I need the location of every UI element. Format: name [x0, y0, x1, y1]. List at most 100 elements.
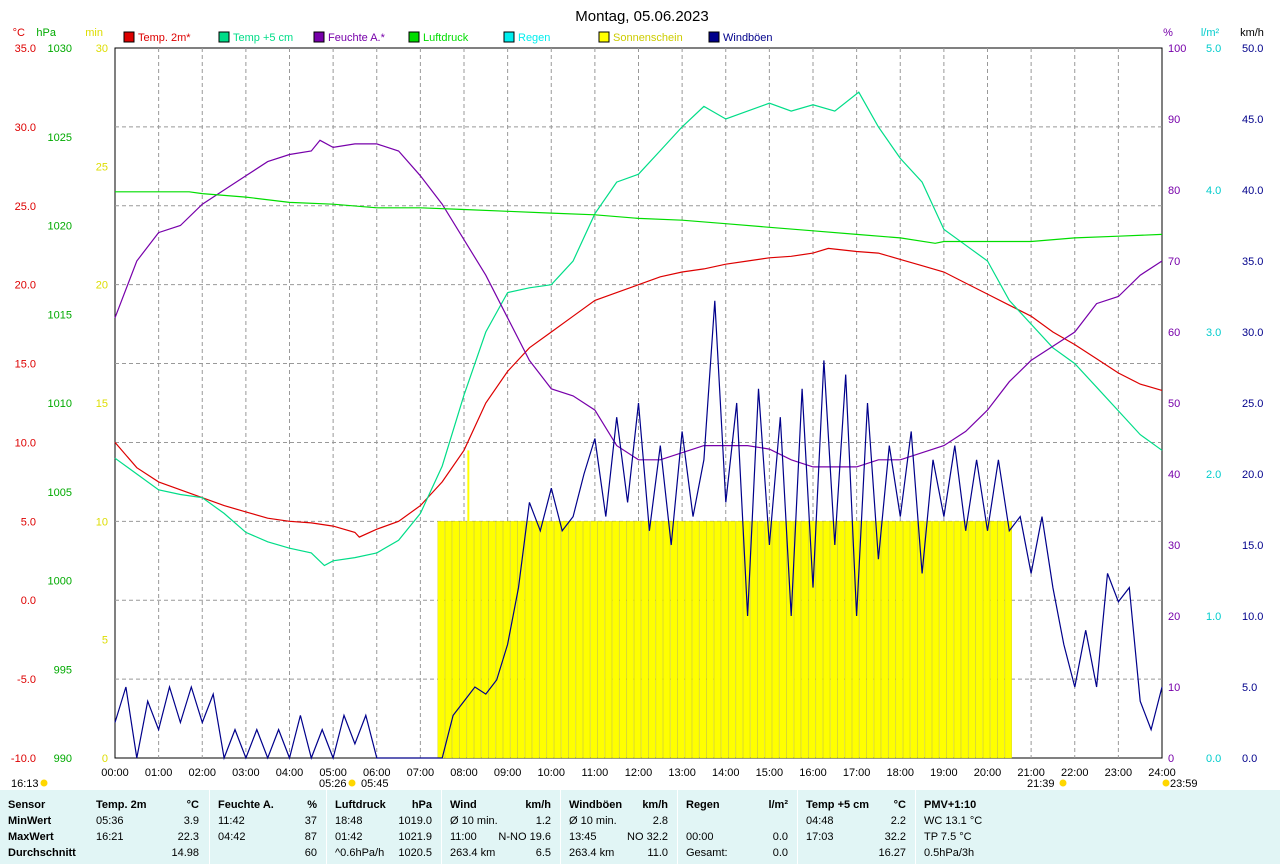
rain-axis-tick-label: 4.0 [1206, 185, 1221, 197]
x-tick-label: 12:00 [625, 767, 653, 779]
summary-col: Wind km/h Ø 10 min. 1.2 11:00 N-NO 19.6 263.4 … [441, 790, 561, 864]
sunshine-bar [953, 521, 961, 759]
sunshine-bar [481, 521, 489, 759]
summary-cell-label: 04:42 [218, 831, 246, 843]
legend-swatch [313, 31, 325, 43]
pressure-axis-tick-label: 1015 [48, 309, 72, 321]
wind-axis-tick-label: 0.0 [1242, 753, 1257, 765]
series-line-temp-5-cm [114, 91, 1163, 567]
temp-axis-tick-label: 10.0 [15, 437, 36, 449]
pressure-unit: hPa [36, 27, 56, 39]
sunshine-bar [648, 521, 656, 759]
wind-axis-tick-label: 25.0 [1242, 398, 1263, 410]
sunshine-bar [706, 521, 714, 759]
sunset-time: 21:39 [1027, 778, 1055, 790]
summary-col-title: Windböen [569, 799, 623, 811]
x-tick-label: 06:00 [363, 767, 391, 779]
sun-axis-tick-label: 25 [96, 161, 108, 173]
summary-cell-value: 60 [304, 847, 317, 859]
sunshine-bar [532, 521, 540, 759]
x-tick-label: 09:00 [494, 767, 522, 779]
summary-col-unit: km/h [642, 799, 668, 811]
summary-cell-value: 0.0 [772, 831, 788, 843]
x-tick-label: 14:00 [712, 767, 740, 779]
humidity-axis-tick-label: 60 [1168, 327, 1180, 339]
wind-axis-tick-label: 35.0 [1242, 256, 1263, 268]
x-tick-label: 22:00 [1061, 767, 1089, 779]
sunshine-bar [866, 521, 874, 759]
summary-col-unit: hPa [411, 799, 432, 811]
sunshine-bar [670, 521, 678, 759]
summary-col-title: Wind [450, 799, 477, 811]
summary-cell-label: 04:48 [806, 815, 834, 827]
pressure-axis-tick-label: 1010 [48, 398, 72, 410]
x-tick-label: 19:00 [930, 767, 958, 779]
sun-time-right: 23:59 [1170, 778, 1198, 790]
summary-row-min: MinWert [8, 815, 52, 827]
summary-cell-label: Ø 10 min. [450, 815, 498, 827]
humidity-unit: % [1163, 27, 1173, 39]
series-line-windb-en [114, 300, 1163, 761]
temp-axis-tick-label: 0.0 [21, 595, 36, 607]
summary-cell-label: Gesamt: [686, 847, 728, 859]
sunshine-bar [772, 521, 780, 759]
legend-label: Temp +5 cm [233, 32, 293, 44]
sunshine-bar [546, 521, 554, 759]
summary-cell-value: 22.3 [177, 831, 199, 843]
sunshine-bar [699, 521, 707, 759]
wind-axis-tick-label: 30.0 [1242, 327, 1263, 339]
summary-col-unit: °C [893, 799, 906, 811]
sunshine-bar [830, 521, 838, 759]
x-tick-label: 04:00 [276, 767, 304, 779]
summary-cell-value: 1.2 [535, 815, 551, 827]
x-tick-label: 15:00 [756, 767, 784, 779]
summary-cell-value: 1019.0 [398, 815, 432, 827]
summary-cell-label: ^0.6hPa/h [335, 847, 385, 859]
summary-cell-label: 16:21 [96, 831, 124, 843]
summary-col: PMV+1:10 WC 13.1 °C TP 7.5 °C 0.5hPa/3h [915, 790, 1036, 864]
sunshine-bar [437, 521, 445, 759]
x-tick-label: 05:00 [319, 767, 347, 779]
summary-table: Sensor MinWert MaxWert Durchschnitt Temp… [0, 790, 1280, 864]
sunshine-bar [452, 521, 460, 759]
x-tick-label: 17:00 [843, 767, 871, 779]
sunshine-bar [990, 521, 998, 759]
humidity-axis-tick-label: 30 [1168, 540, 1180, 552]
summary-cell-label: 263.4 km [450, 847, 496, 859]
pressure-axis-tick-label: 1000 [48, 576, 72, 588]
summary-col-title: Luftdruck [335, 799, 386, 811]
sunshine-bar [793, 521, 802, 759]
x-tick-label: 21:00 [1017, 767, 1045, 779]
summary-col: Feuchte A.% 11:42 37 04:42 87 60 [209, 790, 327, 864]
sunshine-bar [815, 521, 823, 759]
summary-col-title: Temp +5 cm [806, 799, 870, 811]
sunshine-bar [895, 521, 903, 759]
summary-cell-label: Ø 10 min. [569, 815, 617, 827]
sunshine-bar [626, 521, 634, 759]
chart-title: Montag, 05.06.2023 [575, 8, 708, 25]
summary-cell-value: 87 [304, 831, 317, 843]
legend-label: Sonnenschein [613, 32, 683, 44]
sunshine-bar [590, 521, 598, 759]
sun-axis-tick-label: 5 [102, 635, 108, 647]
x-tick-label: 24:00 [1148, 767, 1176, 779]
temp-axis-tick-label: 20.0 [15, 280, 36, 292]
summary-cell-value: 0.0 [772, 847, 788, 859]
summary-cell-value: 32.2 [884, 831, 906, 843]
sunshine-bar [924, 521, 932, 759]
pressure-axis-tick-label: 990 [54, 753, 72, 765]
sunshine-bar [757, 521, 765, 759]
summary-col-unit: % [307, 799, 317, 811]
wind-axis-tick-label: 15.0 [1242, 540, 1263, 552]
summary-col-title: PMV+1:10 [924, 799, 977, 811]
temp-axis-tick-label: -5.0 [17, 674, 36, 686]
sun-axis-tick-label: 20 [96, 280, 108, 292]
x-tick-label: 01:00 [145, 767, 173, 779]
legend-label: Windböen [723, 32, 773, 44]
pressure-axis-tick-label: 1005 [48, 487, 72, 499]
summary-cell-value: 2.2 [890, 815, 906, 827]
legend-swatch [218, 31, 230, 43]
summary-cell-value: NO 32.2 [627, 831, 668, 843]
temp-axis-tick-label: 25.0 [15, 201, 36, 213]
